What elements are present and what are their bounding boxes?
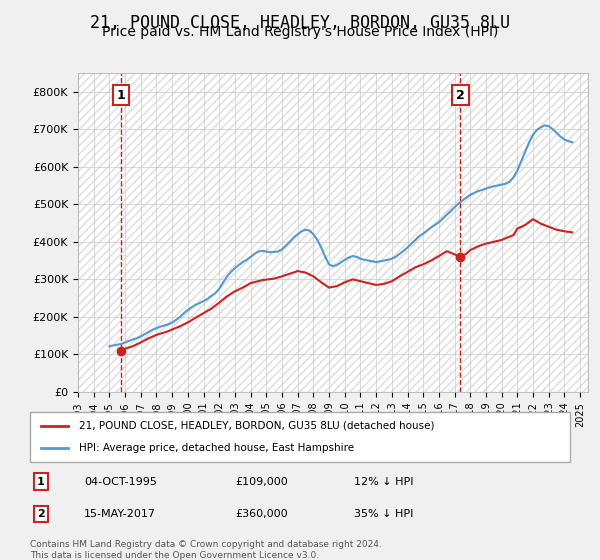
Text: 2: 2: [456, 88, 465, 102]
Text: 1: 1: [117, 88, 125, 102]
Text: Price paid vs. HM Land Registry's House Price Index (HPI): Price paid vs. HM Land Registry's House …: [102, 25, 498, 39]
Text: 15-MAY-2017: 15-MAY-2017: [84, 509, 156, 519]
Text: £360,000: £360,000: [235, 509, 288, 519]
Text: 12% ↓ HPI: 12% ↓ HPI: [354, 477, 413, 487]
Text: 35% ↓ HPI: 35% ↓ HPI: [354, 509, 413, 519]
Text: 1: 1: [37, 477, 44, 487]
Text: HPI: Average price, detached house, East Hampshire: HPI: Average price, detached house, East…: [79, 443, 354, 453]
Text: Contains HM Land Registry data © Crown copyright and database right 2024.
This d: Contains HM Land Registry data © Crown c…: [30, 540, 382, 560]
FancyBboxPatch shape: [30, 412, 570, 462]
Text: 04-OCT-1995: 04-OCT-1995: [84, 477, 157, 487]
Text: £109,000: £109,000: [235, 477, 288, 487]
Text: 21, POUND CLOSE, HEADLEY, BORDON, GU35 8LU (detached house): 21, POUND CLOSE, HEADLEY, BORDON, GU35 8…: [79, 421, 434, 431]
Text: 21, POUND CLOSE, HEADLEY, BORDON, GU35 8LU: 21, POUND CLOSE, HEADLEY, BORDON, GU35 8…: [90, 14, 510, 32]
Text: 2: 2: [37, 509, 44, 519]
